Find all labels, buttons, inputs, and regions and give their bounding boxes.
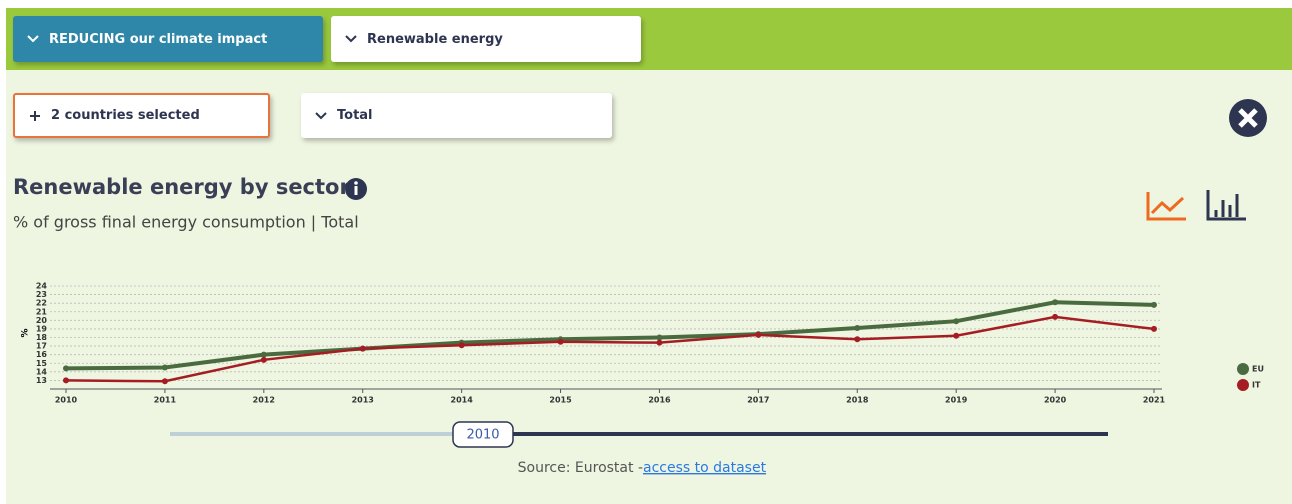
x-tick-label: 2019 [945,396,968,405]
chart-title: Renewable energy by sector [13,175,350,199]
x-tick-label: 2017 [747,396,769,405]
legend-swatch [1237,379,1249,391]
sector-label: Total [337,108,373,123]
line-chart-toggle[interactable] [1146,192,1186,221]
sector-dropdown[interactable]: Total [301,93,612,138]
background [6,8,1292,504]
data-point [557,338,564,345]
x-tick-label: 2021 [1143,396,1166,405]
y-tick-label: 14 [36,367,48,376]
theme-label: REDUCING our climate impact [49,31,268,47]
y-tick-label: 23 [36,290,47,299]
data-point [656,339,663,346]
data-point [656,334,663,341]
data-point [755,331,762,338]
y-tick-label: 16 [36,350,48,359]
data-point [260,356,267,363]
y-axis-label: % [21,328,31,337]
chevron [345,35,357,43]
plus-icon [30,110,40,121]
data-point [1052,299,1059,306]
topic-dropdown[interactable]: Renewable energy [331,16,641,62]
data-point [260,351,267,358]
data-point [953,318,960,325]
series-line [65,315,1155,383]
data-point [63,365,69,372]
y-tick-label: 17 [36,342,47,351]
y-tick-label: 24 [36,282,48,291]
x-tick-label: 2010 [55,396,78,405]
x-tick-label: 2018 [846,396,869,405]
theme-dropdown[interactable]: REDUCING our climate impact [13,16,323,62]
legend-label: EU [1252,365,1264,374]
y-tick-label: 22 [36,299,47,308]
data-point [63,377,69,384]
source-text: Source: Eurostat - [518,460,643,476]
x-tick-label: 2014 [451,396,474,405]
legend-label: IT [1252,381,1261,390]
data-point [161,378,168,385]
bar-chart-toggle[interactable] [1206,190,1246,221]
x-tick-label: 2013 [352,396,374,405]
data-point [1052,313,1059,320]
x-tick-label: 2015 [549,396,572,405]
y-tick-label: 21 [36,307,48,316]
slider-label: 2010 [466,428,499,443]
data-point [854,336,861,343]
chevron [315,111,327,119]
topic-label: Renewable energy [367,31,503,47]
y-tick-label: 18 [36,333,48,342]
chevron [27,35,39,43]
countries-label: 2 countries selected [51,108,200,123]
data-point [1151,301,1157,308]
data-point [458,342,465,349]
x-tick-label: 2012 [253,396,275,405]
chart-subtitle: % of gross final energy consumption | To… [13,213,359,232]
y-tick-label: 13 [36,376,47,385]
x-tick-label: 2020 [1044,396,1067,405]
legend-swatch [1237,363,1249,375]
data-point [1151,325,1157,332]
y-tick-label: 20 [36,316,48,325]
data-point [359,345,366,352]
data-point [161,364,168,371]
y-tick-label: 15 [36,359,48,368]
countries-selector[interactable]: 2 countries selected [13,93,270,138]
slider[interactable]: 2010 [170,421,1108,448]
x-tick-label: 2011 [154,396,177,405]
x-tick-label: 2016 [648,396,671,405]
data-point [953,332,960,339]
data-point [854,325,861,332]
y-tick-label: 19 [36,324,48,333]
info-icon[interactable] [345,178,367,200]
dataset-link[interactable]: access to dataset [643,460,767,476]
series-line [65,300,1155,371]
close-button[interactable] [1229,99,1267,137]
